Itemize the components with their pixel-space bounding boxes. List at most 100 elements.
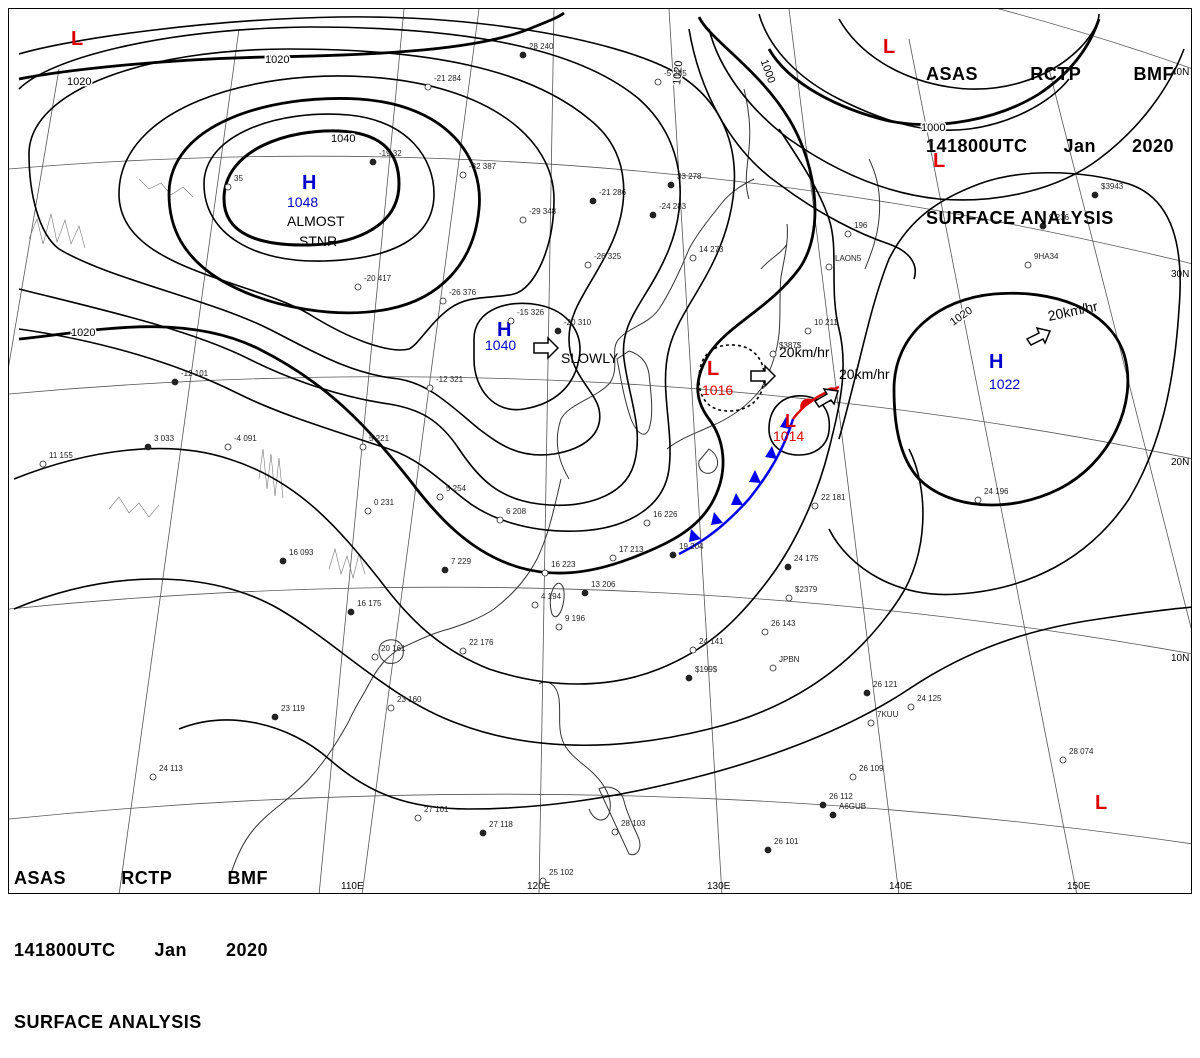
station-marker — [439, 297, 447, 305]
station-label: 7KUU — [877, 710, 899, 719]
station-label: 28 074 — [1069, 747, 1094, 756]
station-label: 26 121 — [873, 680, 898, 689]
isobar-labels: 1020 1020 1040 1020 1000 1000 1020 1020 — [66, 53, 977, 341]
low-center-symbol: L — [71, 28, 83, 50]
low-center-symbol: L — [785, 411, 796, 431]
station-marker — [974, 496, 982, 504]
isobar-1022-high — [892, 291, 1130, 507]
station-label: 196 — [854, 221, 868, 230]
station-marker — [369, 158, 377, 166]
cold-front-line — [678, 418, 795, 556]
header-month: Jan — [154, 940, 188, 960]
lon-line-120e — [538, 9, 555, 893]
station-label: -20 310 — [564, 318, 592, 327]
station-label: 26 112 — [829, 792, 853, 801]
isobar-1020-north — [18, 11, 565, 81]
station-marker — [496, 516, 504, 524]
header-product: SURFACE ANALYSIS — [926, 208, 1114, 228]
station-marker — [149, 773, 157, 781]
header-agency: ASAS — [14, 868, 67, 888]
station-marker — [271, 713, 279, 721]
station-marker — [769, 664, 777, 672]
arrow-high-1022 — [1025, 326, 1052, 346]
cold-front-triangle — [765, 446, 777, 459]
arrow-low-1016 — [750, 364, 777, 388]
header-year: 2020 — [1131, 136, 1174, 156]
station-label: 6 208 — [506, 507, 527, 516]
coast-kamchatka — [864, 158, 881, 270]
station-label: -15 326 — [517, 308, 545, 317]
station-label: A6GUB — [839, 802, 866, 811]
station-marker — [424, 83, 432, 91]
isobar-1008 — [688, 28, 916, 280]
low-center-symbol: L — [1095, 792, 1107, 814]
station-marker — [769, 350, 777, 358]
header-office: BMF — [227, 868, 268, 888]
isobar-1048-high-inner — [222, 129, 401, 247]
high-center-value: 1048 — [287, 194, 318, 210]
chart-header-top: ASAS RCTP BMF 141800UTC Jan 2020 SURFACE… — [926, 14, 1174, 254]
lon-label: 140E — [889, 881, 913, 892]
station-marker — [1039, 222, 1047, 230]
station-label: 4 194 — [541, 592, 562, 601]
station-marker — [39, 460, 47, 468]
isobar-1000 — [767, 18, 1101, 126]
lon-line-80e — [9, 68, 60, 367]
motion-speed-label: 20km/hr — [839, 366, 890, 382]
station-label: 26 101 — [774, 837, 799, 846]
station-label: 22 176 — [469, 638, 494, 647]
station-label: JPBN — [779, 655, 800, 664]
lat-line-40n — [997, 9, 1191, 69]
station-marker — [519, 51, 527, 59]
station-marker — [279, 557, 287, 565]
coast-japan — [666, 223, 788, 474]
lon-line-140e — [788, 9, 900, 893]
coast-korea — [616, 350, 653, 435]
station-marker — [144, 443, 152, 451]
station-label: -24 283 — [659, 202, 687, 211]
almost-stnr-label: ALMOST — [287, 213, 345, 229]
lon-label: 110E — [341, 881, 364, 892]
warm-front-semicircle — [800, 398, 814, 410]
station-marker — [829, 811, 837, 819]
isobar-1016 — [13, 128, 844, 685]
station-label: 16 226 — [653, 510, 678, 519]
station-label: -26 325 — [594, 252, 622, 261]
isobar-label: 1000 — [921, 122, 945, 134]
header-year: 2020 — [225, 940, 268, 960]
station-label: 17 213 — [619, 545, 644, 554]
header-product: SURFACE ANALYSIS — [14, 1012, 202, 1032]
lat-line-20n — [9, 376, 1191, 460]
lat-label: 10N — [1171, 653, 1189, 664]
high-center-symbol: H — [302, 172, 316, 194]
station-marker — [459, 171, 467, 179]
grid-labels: 110E 120E 130E 140E 150E 40N 30N 20N 10N — [341, 67, 1189, 892]
station-marker — [584, 261, 592, 269]
station-label: 10 211 — [814, 318, 838, 327]
cold-front-triangle — [731, 493, 743, 505]
isobar-1018-east — [828, 172, 1181, 596]
slowly-label: SLOWLY — [561, 350, 619, 366]
station-marker — [685, 674, 693, 682]
header-station: RCTP — [1030, 64, 1082, 84]
coast-taiwan — [549, 582, 565, 618]
station-label: 23 119 — [281, 704, 305, 713]
station-marker — [436, 493, 444, 501]
station-label: 5 254 — [446, 484, 467, 493]
station-label: $199$ — [695, 665, 718, 674]
high-center-symbol: H — [497, 319, 511, 341]
station-marker — [359, 443, 367, 451]
coast-sakhalin — [743, 88, 751, 200]
header-station: RCTP — [121, 868, 173, 888]
station-label: 26 143 — [771, 619, 796, 628]
station-label: 14 273 — [699, 245, 724, 254]
station-marker — [654, 78, 662, 86]
arrow-high-1040 — [533, 336, 560, 360]
lon-label: 120E — [527, 881, 551, 892]
station-marker — [689, 646, 697, 654]
station-marker — [347, 608, 355, 616]
station-label: -4 091 — [234, 434, 257, 443]
latitude-grid — [9, 9, 1191, 845]
isobar-label: 1020 — [71, 327, 95, 339]
station-marker — [555, 623, 563, 631]
